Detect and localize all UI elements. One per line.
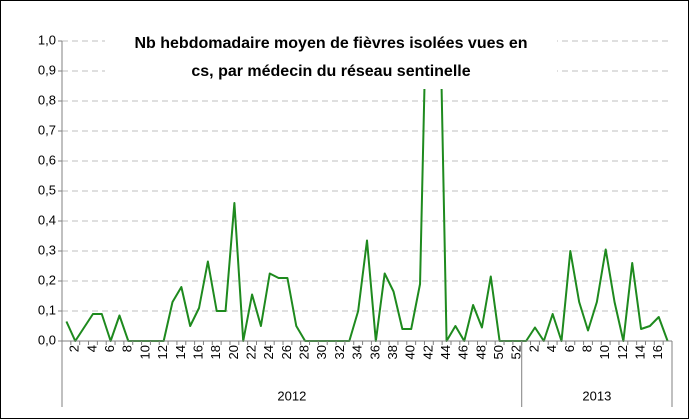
x-tick-label: 16 xyxy=(650,345,665,359)
x-tick-label: 40 xyxy=(403,345,418,359)
x-tick-label: 12 xyxy=(615,345,630,359)
x-tick-label: 50 xyxy=(491,345,506,359)
y-tick-label: 1,0 xyxy=(38,32,56,47)
y-tick-label: 0,8 xyxy=(38,92,56,107)
x-tick-label: 36 xyxy=(367,345,382,359)
x-tick-label: 52 xyxy=(509,345,524,359)
title-background xyxy=(105,28,557,89)
x-tick-label: 44 xyxy=(438,345,453,359)
x-tick-label: 26 xyxy=(279,345,294,359)
x-tick-label: 46 xyxy=(456,345,471,359)
y-tick-label: 0,3 xyxy=(38,242,56,257)
x-tick-label: 22 xyxy=(244,345,259,359)
x-tick-label: 30 xyxy=(314,345,329,359)
x-tick-label: 6 xyxy=(102,345,117,352)
x-tick-label: 4 xyxy=(544,345,559,352)
x-tick-label: 42 xyxy=(420,345,435,359)
x-tick-label: 28 xyxy=(297,345,312,359)
x-tick-label: 2 xyxy=(67,345,82,352)
x-tick-label: 2 xyxy=(526,345,541,352)
y-tick-label: 0,5 xyxy=(38,182,56,197)
y-tick-label: 0,9 xyxy=(38,62,56,77)
x-tick-label: 10 xyxy=(597,345,612,359)
y-tick-label: 0,6 xyxy=(38,152,56,167)
y-tick-label: 0,2 xyxy=(38,272,56,287)
x-tick-label: 8 xyxy=(120,345,135,352)
x-tick-label: 48 xyxy=(473,345,488,359)
x-tick-label: 34 xyxy=(350,345,365,359)
y-tick-label: 0,0 xyxy=(38,332,56,347)
x-tick-label: 24 xyxy=(261,345,276,359)
x-tick-label: 12 xyxy=(155,345,170,359)
x-tick-label: 16 xyxy=(190,345,205,359)
x-tick-label: 38 xyxy=(385,345,400,359)
x-tick-label: 14 xyxy=(632,345,647,359)
x-tick-label: 10 xyxy=(137,345,152,359)
x-tick-label: 14 xyxy=(173,345,188,359)
x-tick-label: 18 xyxy=(208,345,223,359)
axes: 0,00,10,20,30,40,50,60,70,80,91,02 4 6 8 10 1… xyxy=(38,32,673,407)
x-tick-label: 6 xyxy=(562,345,577,352)
x-tick-label: 32 xyxy=(332,345,347,359)
y-tick-label: 0,1 xyxy=(38,302,56,317)
chart-title: Nb hebdomadaire moyen de fièvres isolées… xyxy=(134,35,527,52)
x-tick-label: 20 xyxy=(226,345,241,359)
x-group-label: 2012 xyxy=(277,388,306,403)
y-tick-label: 0,7 xyxy=(38,122,56,137)
x-group-label: 2013 xyxy=(582,388,611,403)
y-tick-label: 0,4 xyxy=(38,212,56,227)
plot xyxy=(65,41,669,342)
chart-title: cs, par médecin du réseau sentinelle xyxy=(191,63,470,80)
line-series xyxy=(65,41,669,342)
x-tick-label: 8 xyxy=(579,345,594,352)
x-tick-label: 4 xyxy=(84,345,99,352)
